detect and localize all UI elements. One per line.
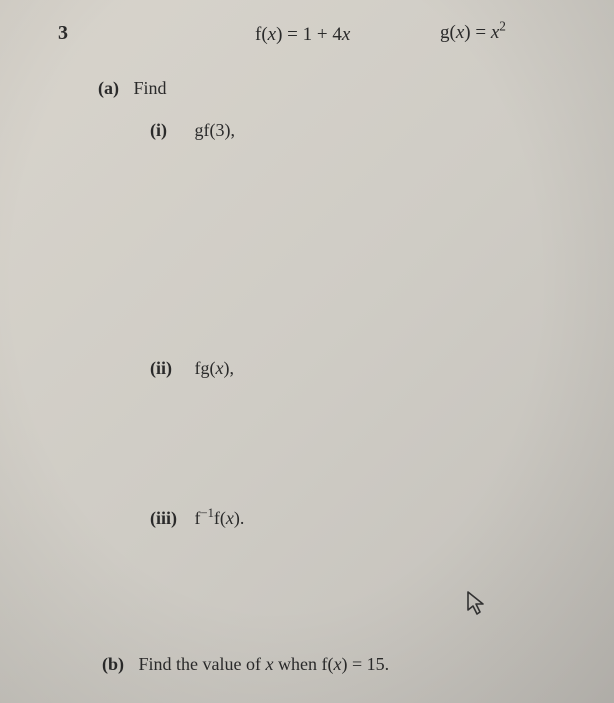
function-g-definition: g(x) = x2: [440, 22, 506, 44]
mouse-cursor-icon: [466, 590, 486, 616]
text: ).: [234, 508, 245, 528]
subpart-ii-label: (ii): [150, 358, 190, 379]
text: g(: [440, 22, 456, 43]
part-a-label: (a): [98, 78, 119, 98]
part-b-label: (b): [102, 654, 124, 674]
part-a: (a) Find: [98, 78, 167, 99]
subpart-i-label: (i): [150, 120, 190, 141]
exponent-neg1: −1: [201, 506, 214, 520]
function-f-definition: f(x) = 1 + 4x: [255, 24, 350, 46]
variable-x: x: [226, 508, 234, 528]
exponent-2: 2: [499, 19, 506, 34]
subpart-ii: (ii) fg(x),: [150, 358, 234, 379]
text: ) = 15.: [341, 654, 389, 674]
part-a-text: Find: [134, 78, 167, 98]
text: when f(: [273, 654, 333, 674]
part-b: (b) Find the value of x when f(x) = 15.: [102, 654, 389, 675]
variable-x: x: [216, 358, 224, 378]
photo-vignette: [0, 0, 614, 703]
fn-f-open: f(: [214, 508, 226, 528]
worksheet-page: 3 f(x) = 1 + 4x g(x) = x2 (a) Find (i) g…: [0, 0, 614, 703]
variable-x: x: [456, 22, 464, 43]
variable-x: x: [491, 22, 499, 43]
text: ) = 1 + 4: [276, 24, 342, 45]
question-number: 3: [58, 22, 68, 45]
subpart-i: (i) gf(3),: [150, 120, 235, 141]
subpart-iii: (iii) f−1f(x).: [150, 508, 244, 529]
text: ) =: [464, 22, 491, 43]
text: Find the value of: [139, 654, 266, 674]
text: f(: [255, 24, 268, 45]
variable-x: x: [342, 24, 350, 45]
subpart-i-text: gf(3),: [195, 120, 235, 140]
text: ),: [224, 358, 235, 378]
subpart-iii-label: (iii): [150, 508, 190, 529]
text: fg(: [195, 358, 216, 378]
variable-x: x: [268, 24, 276, 45]
